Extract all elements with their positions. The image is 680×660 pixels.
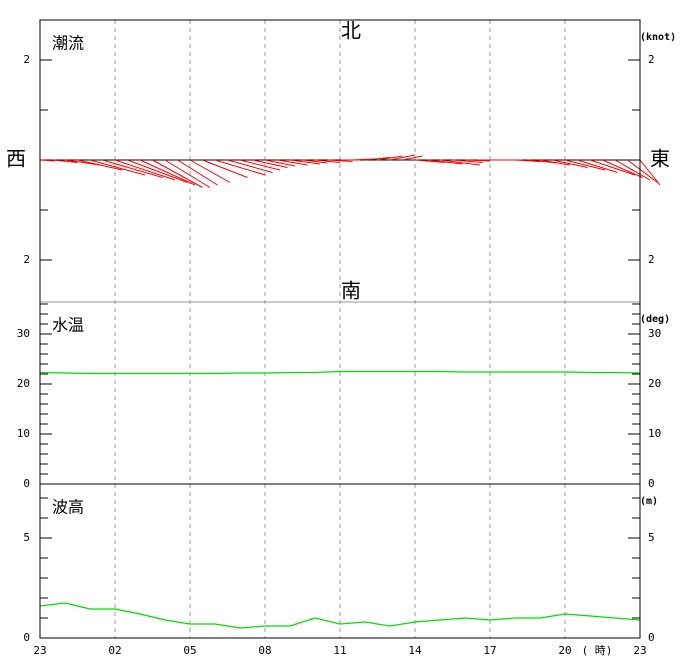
x-tick-label: 05 [183, 644, 196, 657]
current-stick [39, 159, 56, 162]
frame [39, 19, 641, 639]
current-stick [302, 159, 328, 164]
x-tick-label: 02 [108, 644, 121, 657]
current-stick [552, 159, 588, 168]
current-stick [189, 159, 231, 183]
current-stick [77, 159, 123, 171]
y-tick-label: 10 [17, 427, 30, 440]
current-stick [377, 155, 403, 161]
y-tick-label: 2 [648, 253, 655, 266]
current-stick [152, 159, 203, 188]
current-stick [277, 159, 308, 166]
current-stick [364, 157, 391, 161]
unit-label: (m) [640, 496, 658, 507]
current-stick [239, 159, 281, 171]
current-stick [427, 159, 463, 165]
current-stick [614, 159, 651, 181]
current-stick [177, 159, 218, 186]
current-stick [627, 159, 658, 183]
east-label: 東 [650, 147, 670, 171]
current-stick [102, 159, 163, 178]
y-tick-label: 5 [648, 531, 655, 544]
y-tick-label: 2 [23, 253, 30, 266]
current-stick [539, 159, 571, 166]
panel-title: 波高 [52, 498, 84, 517]
current-stick [327, 159, 353, 162]
north-label: 北 [341, 19, 361, 43]
current-stick [264, 159, 296, 167]
current-stick [214, 159, 266, 176]
current-stick [589, 159, 636, 176]
panel-title: 水温 [52, 316, 84, 335]
west-label: 西 [6, 147, 26, 171]
x-tick-label: 23 [633, 644, 646, 657]
y-tick-label: 0 [648, 631, 655, 644]
current-stick [252, 159, 288, 168]
y-tick-label: 30 [17, 327, 30, 340]
current-stick [314, 159, 341, 163]
current-stick [564, 159, 606, 171]
current-stick [577, 159, 618, 173]
data-line [39, 370, 641, 375]
current-stick [89, 159, 146, 176]
panel-title: 潮流 [52, 34, 84, 53]
x-tick-label: 17 [483, 644, 496, 657]
current-stick [139, 159, 196, 186]
unit-label: (deg) [640, 314, 670, 325]
y-tick-label: 20 [648, 377, 661, 390]
current-stick [452, 159, 483, 163]
y-tick-label: 2 [23, 53, 30, 66]
current-stick [227, 159, 273, 173]
current-stick [127, 159, 188, 183]
current-stick [114, 159, 176, 181]
current-stick [414, 159, 446, 163]
current-stick [289, 159, 321, 165]
current-stick [602, 159, 643, 178]
current-stick [439, 159, 481, 166]
x-tick-label: 08 [258, 644, 271, 657]
y-tick-label: 0 [648, 477, 655, 490]
current-stick [202, 159, 248, 178]
south-label: 南 [341, 279, 361, 303]
current-stick [402, 155, 423, 161]
current-stick [389, 154, 416, 161]
x-tick-label: 23 [33, 644, 46, 657]
y-tick-label: 30 [648, 327, 661, 340]
x-tick-label: 11 [333, 644, 346, 657]
x-tick-label: 14 [408, 644, 422, 657]
y-tick-label: 10 [648, 427, 661, 440]
data-line [39, 602, 641, 629]
y-tick-label: 5 [23, 531, 30, 544]
current-stick [52, 159, 78, 163]
y-tick-label: 20 [17, 377, 30, 390]
unit-label: (knot) [640, 32, 676, 43]
x-axis-label: ( 時) [582, 644, 613, 657]
current-stick [639, 159, 661, 186]
x-tick-label: 20 [558, 644, 571, 657]
current-stick [164, 159, 211, 188]
y-tick-label: 0 [23, 477, 30, 490]
y-tick-label: 2 [648, 53, 655, 66]
y-tick-label: 0 [23, 631, 30, 644]
